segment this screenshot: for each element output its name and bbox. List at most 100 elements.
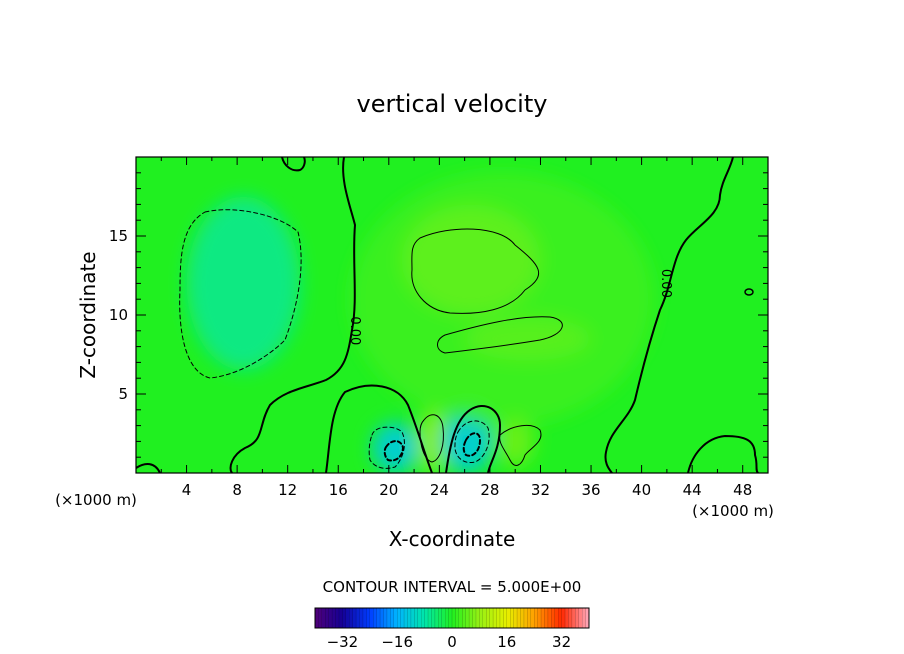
- colorbar-segment: [489, 608, 494, 628]
- x-tick-label: 40: [632, 481, 651, 499]
- colorbar-segment: [431, 608, 436, 628]
- x-tick-label: 20: [379, 481, 398, 499]
- colorbar-segment: [571, 608, 576, 628]
- colorbar-segment: [534, 608, 539, 628]
- colorbar-segment: [544, 608, 549, 628]
- field-feature-downdraft: [372, 422, 418, 473]
- colorbar-segment: [417, 608, 422, 628]
- contour-label: 0.00: [347, 316, 362, 345]
- colorbar-segment: [338, 608, 343, 628]
- colorbar-segment: [359, 608, 364, 628]
- y-tick-label: 10: [109, 306, 128, 324]
- colorbar-segment: [421, 608, 426, 628]
- x-tick-label: 32: [531, 481, 550, 499]
- x-axis: 4 8 12 16 20 24 28 32 36 40 44 48: [160, 157, 752, 499]
- colorbar-segment: [325, 608, 330, 628]
- colorbar-segment: [503, 608, 508, 628]
- contour-negative-left: [179, 209, 302, 379]
- contour-negative-cell-a-inner: [383, 440, 404, 462]
- colorbar-segment: [541, 608, 545, 628]
- colorbar-segment: [342, 608, 347, 628]
- contour-positive-mid: [437, 316, 563, 354]
- colorbar-segment: [496, 608, 501, 628]
- colorbar-segment: [568, 608, 573, 628]
- colorbar-segment: [520, 608, 525, 628]
- colorbar-segment: [469, 608, 474, 628]
- colorbar-segment: [448, 608, 453, 628]
- colorbar-segment: [547, 608, 552, 628]
- colorbar-segment: [445, 608, 450, 628]
- colorbar-segment: [537, 608, 542, 628]
- colorbar-segment: [356, 608, 361, 628]
- colorbar-segment: [561, 608, 566, 628]
- contour-positive-cell-b: [419, 414, 444, 463]
- colorbar-segment: [362, 608, 367, 628]
- colorbar-segment: [345, 608, 350, 628]
- field-feature-downdraft: [441, 409, 493, 473]
- colorbar-segment: [523, 608, 528, 628]
- x-tick-label: 28: [480, 481, 499, 499]
- x-tick-label: 16: [329, 481, 348, 499]
- x-tick-label: 44: [683, 481, 702, 499]
- colorbar-segment: [386, 608, 391, 628]
- x-unit-label-right: (×1000 m): [692, 502, 774, 520]
- colorbar-tick-label: −16: [381, 633, 413, 651]
- colorbar-segment: [328, 608, 333, 628]
- colorbar-segment: [315, 608, 319, 628]
- x-unit-label-left: (×1000 m): [55, 491, 137, 509]
- colorbar-segment: [578, 608, 583, 628]
- colorbar-segment: [414, 608, 419, 628]
- colorbar-segment: [366, 608, 371, 628]
- contour-negative-cell-a-outer: [368, 426, 405, 469]
- colorbar-segment: [335, 608, 340, 628]
- colorbar-segment: [424, 608, 429, 628]
- colorbar-segment: [452, 608, 456, 628]
- colorbar-segment: [390, 608, 395, 628]
- colorbar-segment: [455, 608, 460, 628]
- colorbar-segment: [393, 608, 398, 628]
- colorbar-segment: [318, 608, 323, 628]
- colorbar-segment: [383, 608, 388, 628]
- colorbar-segment: [434, 608, 439, 628]
- colorbar-segment: [428, 608, 432, 628]
- y-tick-label: 5: [118, 385, 128, 403]
- colorbar-segment: [517, 608, 521, 628]
- x-tick-label: 24: [430, 481, 449, 499]
- colorbar-segment: [565, 608, 569, 628]
- contour-positive-cell-d: [499, 424, 542, 466]
- colorbar-segment: [475, 608, 480, 628]
- contour-interval-label: CONTOUR INTERVAL = 5.000E+00: [323, 578, 582, 596]
- colorbar-segment: [558, 608, 563, 628]
- colorbar-tick-label: 0: [447, 633, 457, 651]
- colorbar-segment: [506, 608, 511, 628]
- colorbar-segment: [465, 608, 470, 628]
- colorbar-segment: [441, 608, 446, 628]
- contour-negative-cell-c-inner: [462, 432, 481, 457]
- y-axis: 5 10 15: [109, 172, 768, 458]
- colorbar-segment: [575, 608, 580, 628]
- colorbar-segment: [582, 608, 587, 628]
- colorbar-segment: [404, 608, 408, 628]
- contour-label: 0.00: [658, 269, 673, 298]
- field-feature-downdraft: [186, 196, 301, 371]
- plot-area: [136, 157, 768, 473]
- x-tick-label: 48: [733, 481, 752, 499]
- contour-zero-top: [281, 157, 306, 172]
- colorbar-segment: [472, 608, 477, 628]
- colorbar-frame: [314, 607, 590, 629]
- y-tick-label: 15: [109, 227, 128, 245]
- colorbar-segment: [321, 608, 326, 628]
- contour-positive-upper: [411, 228, 540, 314]
- colorbar-segment: [400, 608, 405, 628]
- colorbar-segment: [352, 608, 357, 628]
- contour-zero-left: [229, 157, 356, 473]
- colorbar-ticks: −32 −16 0 16 32: [327, 633, 572, 651]
- colorbar-segment: [486, 608, 491, 628]
- colorbar-segment: [479, 608, 484, 628]
- contour-zero-right: [604, 157, 734, 473]
- colorbar-tick-label: 16: [497, 633, 516, 651]
- colorbar-segment: [332, 608, 337, 628]
- colorbar-segment: [458, 608, 463, 628]
- contour-zero-bottom-right: [687, 435, 759, 473]
- x-axis-label: X-coordinate: [389, 527, 516, 551]
